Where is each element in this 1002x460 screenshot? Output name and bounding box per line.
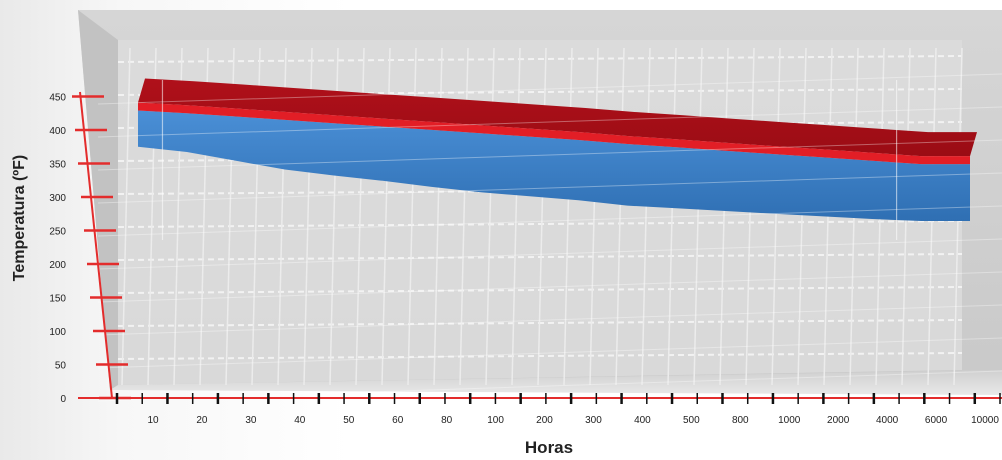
x-tick-label: 6000 xyxy=(925,415,948,426)
gridline-vertical xyxy=(121,47,131,386)
y-axis: 0 50 100 150 200 250 300 350 400 450 xyxy=(49,91,131,405)
x-tick-label: 40 xyxy=(294,415,306,426)
gridline-vertical xyxy=(771,47,781,386)
x-tick-label: 200 xyxy=(536,415,553,426)
y-tick-label: 150 xyxy=(49,294,66,305)
x-tick-label: 2000 xyxy=(827,415,850,426)
gridline-vertical xyxy=(615,47,625,386)
series-edge-red xyxy=(138,102,970,165)
x-tick-label: 10 xyxy=(147,415,159,426)
front-gridline xyxy=(97,271,1002,303)
gridline-horizontal xyxy=(117,55,963,63)
y-tick-label: 450 xyxy=(49,93,66,104)
y-tick-label: 400 xyxy=(49,126,66,137)
x-tick-label: 500 xyxy=(683,415,700,426)
surfaces xyxy=(138,78,977,240)
gridline-vertical xyxy=(641,47,651,386)
y-tick-label: 300 xyxy=(49,193,66,204)
y-tick-label: 200 xyxy=(49,260,66,271)
x-tick-label: 100 xyxy=(487,415,504,426)
x-tick-label: 800 xyxy=(732,415,749,426)
x-tick-label: 30 xyxy=(245,415,257,426)
y-tick-label: 250 xyxy=(49,227,66,238)
series-surface-blue xyxy=(138,110,970,221)
x-tick-label: 50 xyxy=(343,415,355,426)
front-gridline xyxy=(97,106,1002,138)
front-gridline xyxy=(97,337,1002,369)
y-tick-label: 0 xyxy=(60,394,66,405)
gridline-horizontal xyxy=(117,253,963,261)
front-gridline xyxy=(97,238,1002,270)
gridline-vertical xyxy=(797,47,807,386)
front-gridline xyxy=(97,172,1002,204)
x-tick-label: 60 xyxy=(392,415,404,426)
front-gridline xyxy=(97,370,1002,402)
x-tick-label: 10000 xyxy=(971,415,999,426)
x-tick-label: 4000 xyxy=(876,415,899,426)
x-tick-label: 300 xyxy=(585,415,602,426)
gridline-vertical xyxy=(537,47,547,386)
x-tick-label: 20 xyxy=(196,415,208,426)
x-axis: 10 20 30 40 50 60 80 100 200 300 400 500 800 1000 2000… xyxy=(78,393,1002,426)
plot-left-wall xyxy=(78,10,118,390)
y-tick-label: 350 xyxy=(49,160,66,171)
front-gridline xyxy=(97,73,1002,105)
y-tick-label: 100 xyxy=(49,327,66,338)
x-tick-label: 400 xyxy=(634,415,651,426)
gridline-vertical xyxy=(693,47,703,386)
gridline-horizontal xyxy=(117,220,963,228)
front-gridline xyxy=(97,205,1002,237)
y-tick-label: 50 xyxy=(55,361,67,372)
front-gridlines xyxy=(97,73,1002,402)
series-surface-red xyxy=(138,78,977,157)
y-axis-label: Temperatura (ºF) xyxy=(11,155,28,281)
front-gridline xyxy=(97,304,1002,336)
plot-floor xyxy=(110,370,1002,395)
gridline-vertical xyxy=(667,47,677,386)
gridline-horizontal xyxy=(117,352,963,360)
gridline-vertical xyxy=(589,47,599,386)
x-tick-label: 80 xyxy=(441,415,453,426)
gridline-vertical xyxy=(563,47,573,386)
x-axis-label: Horas xyxy=(525,438,573,457)
gridline-vertical xyxy=(719,47,729,386)
front-gridline xyxy=(97,139,1002,171)
y-axis-line xyxy=(79,91,113,399)
x-tick-label: 1000 xyxy=(778,415,801,426)
gridline-vertical xyxy=(745,47,755,386)
